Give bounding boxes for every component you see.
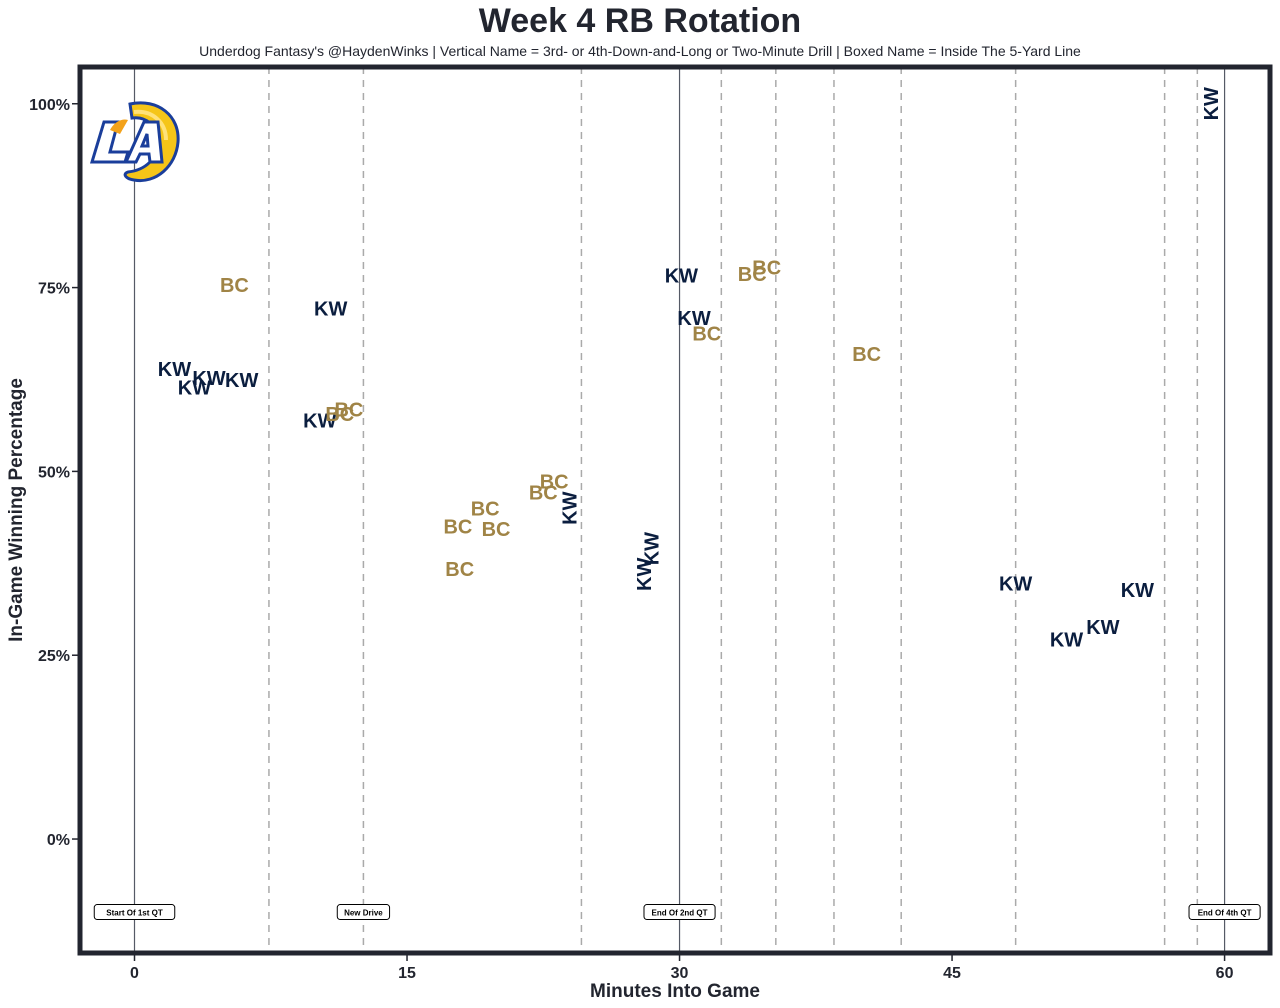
annotation-label: End Of 2nd QT: [652, 909, 708, 918]
player-mark-bc: BC: [529, 482, 558, 504]
player-mark-kw: KW: [634, 558, 656, 591]
player-mark-bc: BC: [325, 404, 354, 426]
annotation-box: [93, 904, 176, 921]
plot-frame: [77, 64, 1273, 956]
player-mark-bc: BC: [443, 516, 472, 538]
player-mark-bc: BC: [852, 344, 881, 366]
y-axis: 0% 25% 50% 75% 100%: [29, 97, 78, 849]
annotation: End Of 4th QT: [1188, 904, 1261, 921]
x-tick-label: 30: [671, 965, 689, 982]
annotation-label: End Of 4th QT: [1198, 909, 1252, 918]
player-mark-bc: BC: [752, 257, 781, 279]
y-tick-label: 0%: [47, 832, 70, 849]
annotation-box: [336, 904, 391, 921]
chart-title: Week 4 RB Rotation: [478, 2, 802, 40]
chart-subtitle: Underdog Fantasy's @HaydenWinks | Vertic…: [199, 43, 1081, 59]
y-tick-label: 75%: [38, 281, 70, 298]
player-mark-kw: KW: [192, 368, 225, 390]
annotation-label: New Drive: [344, 909, 383, 918]
player-mark-kw: KW: [641, 532, 663, 565]
player-mark-kw: KW: [560, 491, 582, 524]
y-tick-label: 25%: [38, 648, 70, 665]
player-mark-bc: BC: [692, 324, 721, 346]
annotation-label: Start Of 1st QT: [106, 909, 163, 918]
player-mark-kw: KW: [158, 359, 191, 381]
logo-letter-a: [123, 120, 164, 164]
player-mark-bc: BC: [540, 471, 569, 493]
team-logo: [89, 101, 180, 183]
player-mark-kw: KW: [1050, 630, 1083, 652]
player-mark-kw: KW: [314, 299, 347, 321]
player-mark-kw: KW: [225, 370, 258, 392]
player-mark-kw: KW: [999, 574, 1032, 596]
y-axis-title: In-Game Winning Percentage: [6, 378, 27, 642]
annotations: Start Of 1st QT New Drive End Of 2nd QT End…: [93, 904, 1261, 921]
player-mark-bc: BC: [220, 275, 249, 297]
x-axis: 0 15 30 45 60: [130, 955, 1234, 982]
y-tick-label: 100%: [29, 97, 70, 114]
player-mark-bc: BC: [482, 519, 511, 541]
x-tick-label: 60: [1216, 965, 1234, 982]
player-mark-kw: KW: [1086, 617, 1119, 639]
player-mark-kw: KW: [677, 308, 710, 330]
x-tick-label: 15: [398, 965, 416, 982]
x-tick-label: 0: [130, 965, 139, 982]
annotation: End Of 2nd QT: [643, 904, 716, 921]
player-mark-kw: KW: [1121, 580, 1154, 602]
player-mark-bc: BC: [445, 559, 474, 581]
player-mark-bc: BC: [471, 499, 500, 521]
annotation: Start Of 1st QT: [93, 904, 176, 921]
vertical-lines: [133, 67, 1226, 953]
player-mark-kw: KW: [1201, 87, 1223, 120]
annotation: New Drive: [336, 904, 391, 921]
annotation-box: [643, 904, 716, 921]
annotation-box: [1188, 904, 1261, 921]
x-tick-label: 45: [943, 965, 961, 982]
player-mark-kw: KW: [178, 377, 211, 399]
player-mark-bc: BC: [738, 264, 767, 286]
y-tick-label: 50%: [38, 464, 70, 481]
x-axis-title: Minutes Into Game: [590, 981, 760, 1002]
player-mark-kw: KW: [665, 266, 698, 288]
logo-horn-tip: [110, 119, 128, 134]
player-mark-kw: KW: [303, 410, 336, 432]
player-mark-bc: BC: [334, 399, 363, 421]
logo-horn-highlight: [133, 109, 168, 141]
